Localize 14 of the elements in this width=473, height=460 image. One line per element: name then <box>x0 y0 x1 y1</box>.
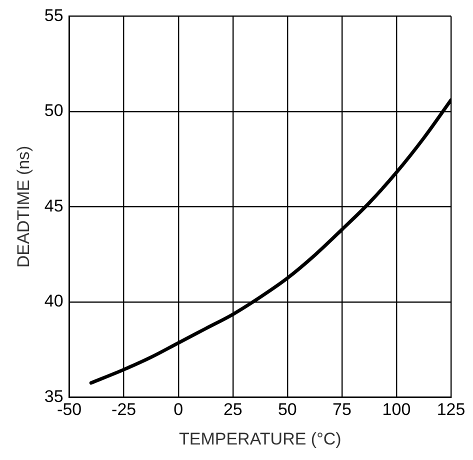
y-tick-label: 50 <box>44 101 64 120</box>
x-tick-label: 0 <box>174 400 184 420</box>
x-tick-label: 50 <box>278 400 297 420</box>
x-tick-label: -25 <box>112 400 136 420</box>
y-tick-label: 55 <box>44 6 64 25</box>
x-tick-label: 75 <box>332 400 352 420</box>
x-tick-label: 25 <box>223 400 242 420</box>
y-tick-label: 45 <box>44 196 64 216</box>
y-axis-title: DEADTIME (ns) <box>14 146 33 268</box>
x-axis-title: TEMPERATURE (°C) <box>178 429 342 448</box>
x-tick-label: 100 <box>382 400 411 420</box>
y-tick-label: 40 <box>44 292 64 311</box>
x-tick-label: 125 <box>436 400 466 420</box>
y-tick-label: 35 <box>44 386 64 406</box>
